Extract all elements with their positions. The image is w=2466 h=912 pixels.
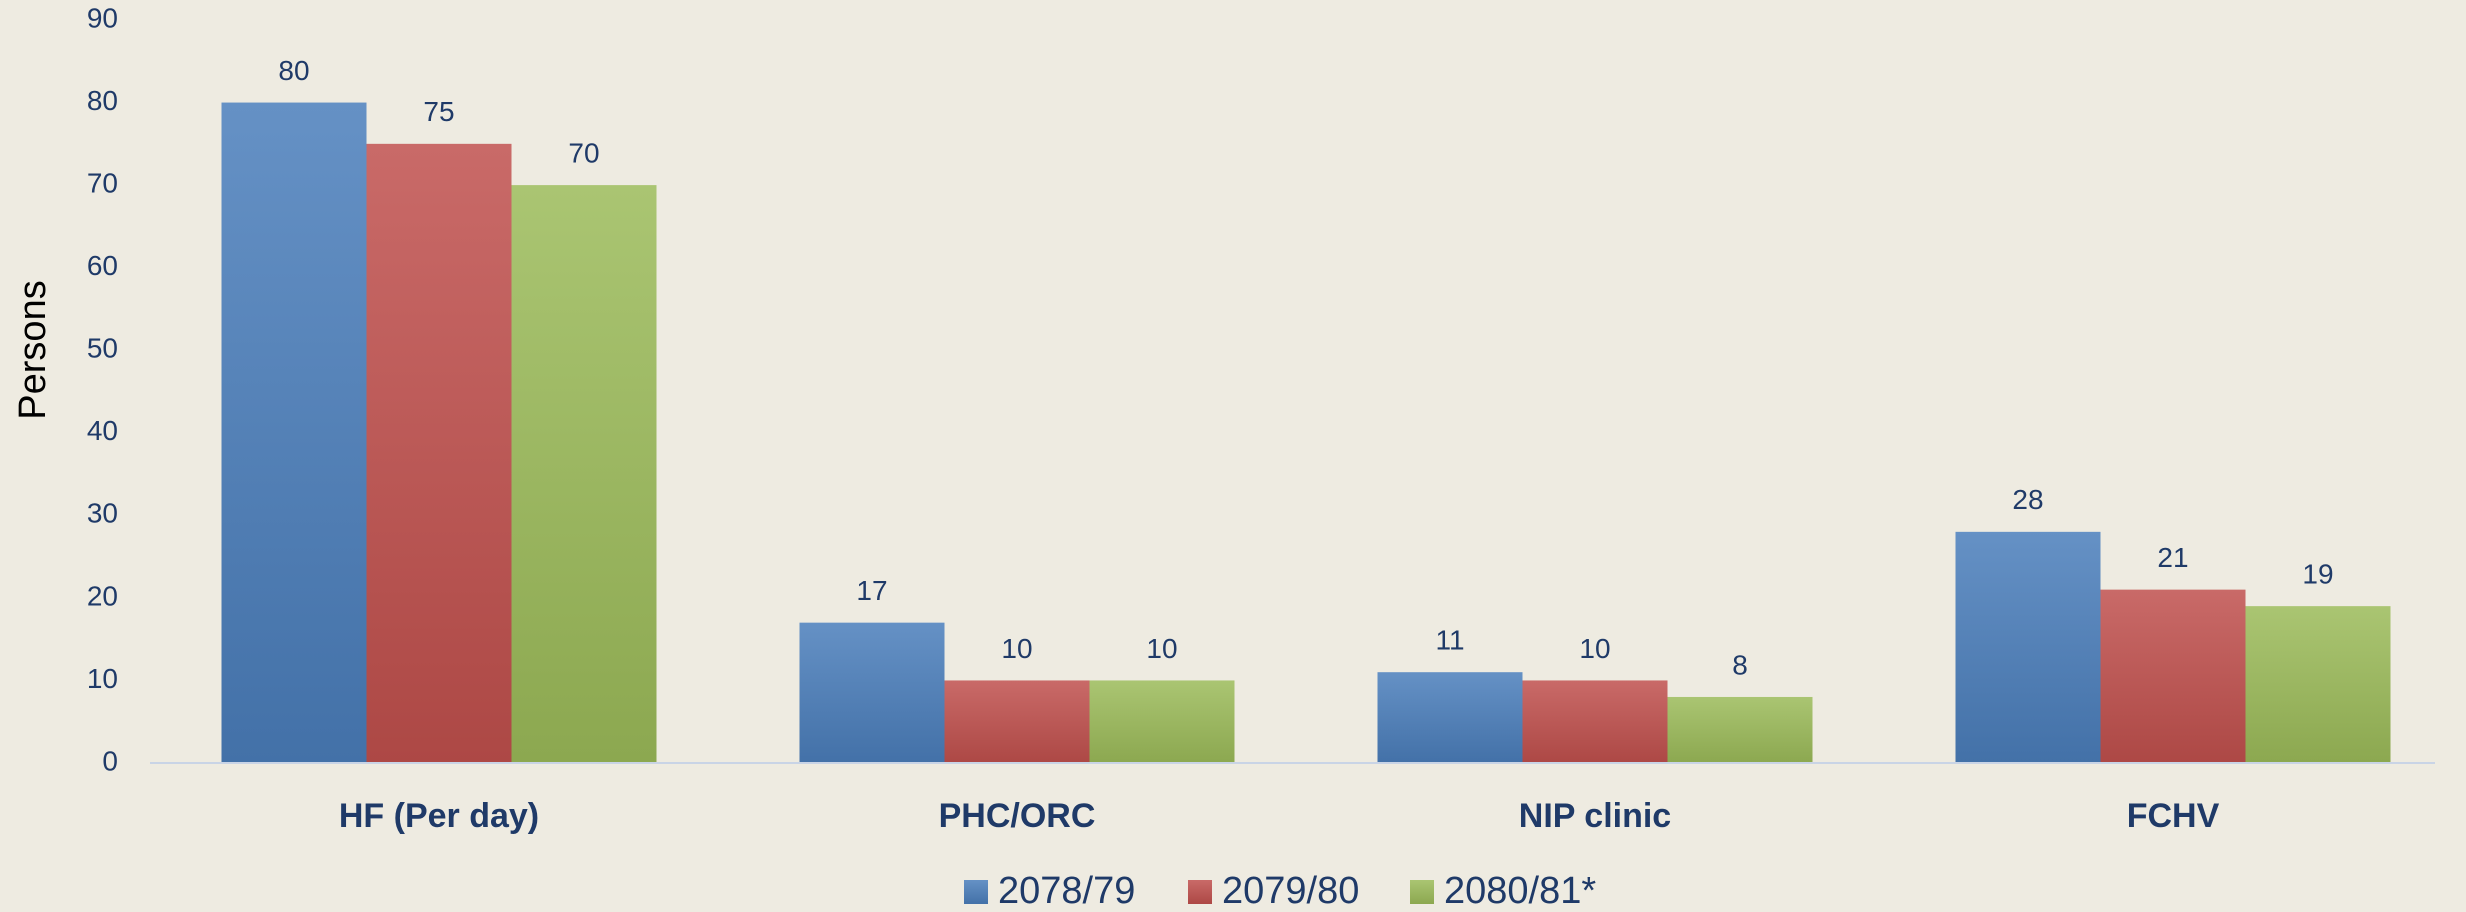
data-label: 21	[2157, 542, 2188, 573]
y-tick-label: 40	[87, 415, 118, 446]
bar	[1089, 680, 1235, 763]
data-label: 10	[1146, 633, 1177, 664]
x-tick-label: NIP clinic	[1519, 797, 1671, 835]
bar	[2100, 589, 2246, 763]
y-tick-label: 60	[87, 250, 118, 281]
y-tick-label: 10	[87, 663, 118, 694]
data-label: 28	[2012, 484, 2043, 515]
x-tick-label: PHC/ORC	[939, 797, 1096, 835]
bar	[1667, 696, 1813, 763]
bar	[944, 680, 1090, 763]
data-label: 19	[2302, 559, 2333, 590]
bar	[511, 185, 657, 764]
data-label: 80	[278, 55, 309, 86]
y-tick-label: 30	[87, 498, 118, 529]
bar	[366, 143, 512, 764]
legend-label: 2078/79	[998, 870, 1135, 912]
bar	[799, 622, 945, 763]
legend-swatch	[1410, 880, 1434, 904]
y-axis-title: Persons	[12, 280, 54, 419]
legend-label: 2080/81*	[1444, 870, 1596, 912]
y-tick-label: 50	[87, 333, 118, 364]
bar	[221, 102, 367, 764]
y-tick-label: 0	[102, 745, 118, 776]
y-tick-label: 90	[87, 2, 118, 33]
bar	[1955, 531, 2101, 763]
y-tick-label: 70	[87, 168, 118, 199]
y-tick-label: 20	[87, 580, 118, 611]
bar	[1377, 672, 1523, 763]
y-tick-label: 80	[87, 85, 118, 116]
data-label: 11	[1435, 625, 1464, 656]
data-label: 10	[1001, 633, 1032, 664]
data-label: 70	[568, 138, 599, 169]
bar	[2245, 606, 2391, 763]
legend-swatch	[1188, 880, 1212, 904]
data-label: 8	[1732, 649, 1748, 680]
data-label: 17	[856, 575, 887, 606]
x-tick-label: HF (Per day)	[339, 797, 539, 835]
data-label: 10	[1579, 633, 1610, 664]
legend-label: 2079/80	[1222, 870, 1359, 912]
x-tick-label: FCHV	[2127, 797, 2220, 835]
legend-swatch	[964, 880, 988, 904]
bar	[1522, 680, 1668, 763]
data-label: 75	[423, 96, 454, 127]
